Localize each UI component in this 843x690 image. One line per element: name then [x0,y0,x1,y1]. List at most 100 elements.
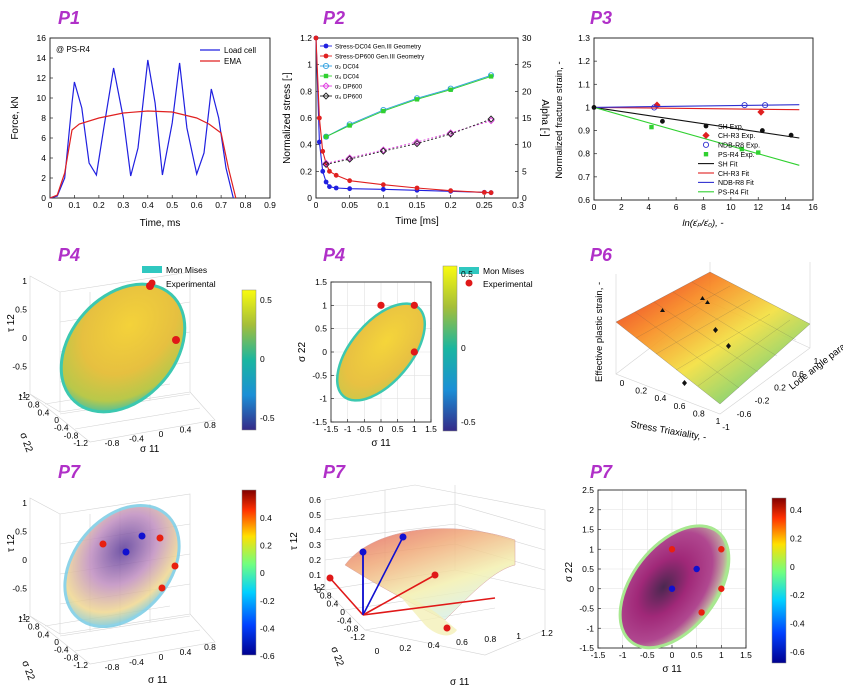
p6-ytick-label: -0.2 [755,396,770,406]
p7c-colorbar-label: -0.6 [790,647,805,657]
p2-point [322,160,330,169]
p2-xlabel: Time [ms] [395,216,439,227]
p4a-xtick-label: 0.8 [204,420,216,430]
p4b-colorbar-label: 0.5 [461,269,473,279]
p4b-xtick-label: -1 [344,424,352,434]
p1-xtick-label: 0.9 [264,200,276,210]
p7c-xtick-label: -1 [619,650,627,660]
p4a-ztick-label: -1 [19,390,27,400]
p7c-xtick-label: 1.5 [740,650,752,660]
p2-point [346,154,354,162]
p6-xtick-label: 0.4 [654,393,666,403]
p2-y2tick-label: 30 [522,33,532,43]
p4a-xtick-label: -0.8 [105,438,120,448]
p2-point [347,186,353,192]
p6-ytick-label: 1 [814,356,819,366]
p2-legend-marker [323,53,329,59]
label-p4a: P4 [58,245,81,265]
p2-point [316,115,322,121]
p3-legend-marker [702,141,710,148]
p1-annotation: @ PS-R4 [56,45,90,54]
p4a-legend-exp: Experimental [166,279,216,289]
p4b-legend-exp-marker [465,279,473,287]
p3-point [651,104,658,111]
p7c-ytick-label: 0 [589,584,594,594]
p6-xtick-label: 0 [620,378,625,388]
p3-point [660,118,665,124]
p4a-xtick-label: 0.4 [180,425,192,435]
p7b-point-red [431,571,439,579]
p4b-xtick-label: -1.5 [324,424,339,434]
p2-point [381,108,386,114]
p7c-point-red [718,546,725,553]
p7b-xtick-label: 0.2 [399,643,411,653]
p1-ytick-label: 0 [41,193,46,203]
p2-y2label: Alpha [-] [539,99,550,136]
p4a-ytick-label: 1.2 [18,392,30,402]
p6-zlabel: Effective plastic strain, - [594,282,605,382]
p7a-ytick-label: -1.2 [73,660,88,670]
p4a-legend-box [142,266,162,273]
p6-points [660,296,731,386]
p4b-xtick-label: -0.5 [357,424,372,434]
p1-ytick-label: 8 [41,113,46,123]
p1-axes: 0 0.1 0.2 0.3 0.4 0.5 0.6 0.7 0.8 0.9 0 2 4 6 8 10 12 14 1… [37,33,277,210]
p2-point [347,178,353,184]
p2-axes: 0 0.05 0.1 0.15 0.2 0.25 0.300.20.40.60.811.2 [300,33,524,210]
p7b-ytick-label: -0.4 [337,615,352,625]
p2-legend-label: α₄ DC04 [335,74,360,81]
p4b-legend-box [459,267,479,274]
p2-point [333,185,339,191]
p3-series-5 [593,106,800,111]
p4b-point [410,348,418,356]
p3-ytick-label: 1.3 [578,33,590,43]
p7c-point-red [668,546,676,553]
p1-series-1 [49,110,237,199]
p3-xtick-label: 4 [646,202,651,212]
p7b-ylabel: σ 22 [328,645,345,668]
p7b-ytick-label: 0.8 [320,590,332,600]
p2-series-line [326,120,492,164]
p7b-ztick-label: 0.2 [309,555,321,565]
p2-point [414,97,420,102]
p4b-legend-exp: Experimental [483,279,533,289]
p2-point [488,190,494,196]
p3-legend-label: CH-R3 Exp. [718,133,755,140]
p7a-xtick-label: 0.8 [204,642,216,652]
p1-xtick-label: 0.1 [69,200,81,210]
p7b-zlabel: τ 12 [289,532,300,550]
p3-fit-line [593,106,800,166]
p4b-ylabel: σ 22 [297,342,308,363]
p7a-ztick-label: 1 [22,498,27,508]
p3-xtick-label: 6 [674,202,679,212]
p2-point [487,115,495,123]
p2-series-3 [323,74,494,139]
p1-ytick-label: 14 [37,53,47,63]
p1-xtick-label: 0.2 [93,200,105,210]
p7c-frame-top [597,489,747,649]
p2-point [447,130,455,138]
p7c-ytick-label: -1 [586,623,594,633]
p1-ylabel: Force, kN [10,96,21,139]
p7a-ytick-label: 0.4 [38,629,50,639]
chart-p7c: -1.5 -1 -0.5 0 0.5 1 1.5 -1.5 -1 -0.5 0 0.5 1 1.5 2 2.5… [564,485,805,675]
p7b-ztick-label: 0.4 [309,525,321,535]
p1-ytick-label: 12 [37,73,47,83]
p3-legend-marker [703,152,709,157]
p4b-ytick-label: 0 [322,347,327,357]
p7a-point-red [156,534,164,542]
p7b-ztick-label: 0.6 [309,495,321,505]
p7b-surface-lower [395,590,457,636]
p6-ytick-label: -0.6 [737,409,752,419]
p4a-ytick-label: 0.4 [38,407,50,417]
p1-xtick-label: 0.3 [117,200,129,210]
p7c-ytick-label: 1.5 [582,525,594,535]
p2-point [320,168,326,174]
p2-series-line [315,37,492,194]
chart-p7a: τ 12 σ 11 σ 22 10.50-0.5-1 1.20.80.40-0.… [6,489,275,686]
p3-xtick-label: 14 [781,202,791,212]
chart-p7b: τ 12 σ 11 σ 22 00.10.20.30.40.50.6 1.20.… [289,484,553,688]
p7b-ztick-label: 0.3 [309,540,321,550]
p7c-xtick-label: -1.5 [591,650,606,660]
p2-point [316,139,322,145]
